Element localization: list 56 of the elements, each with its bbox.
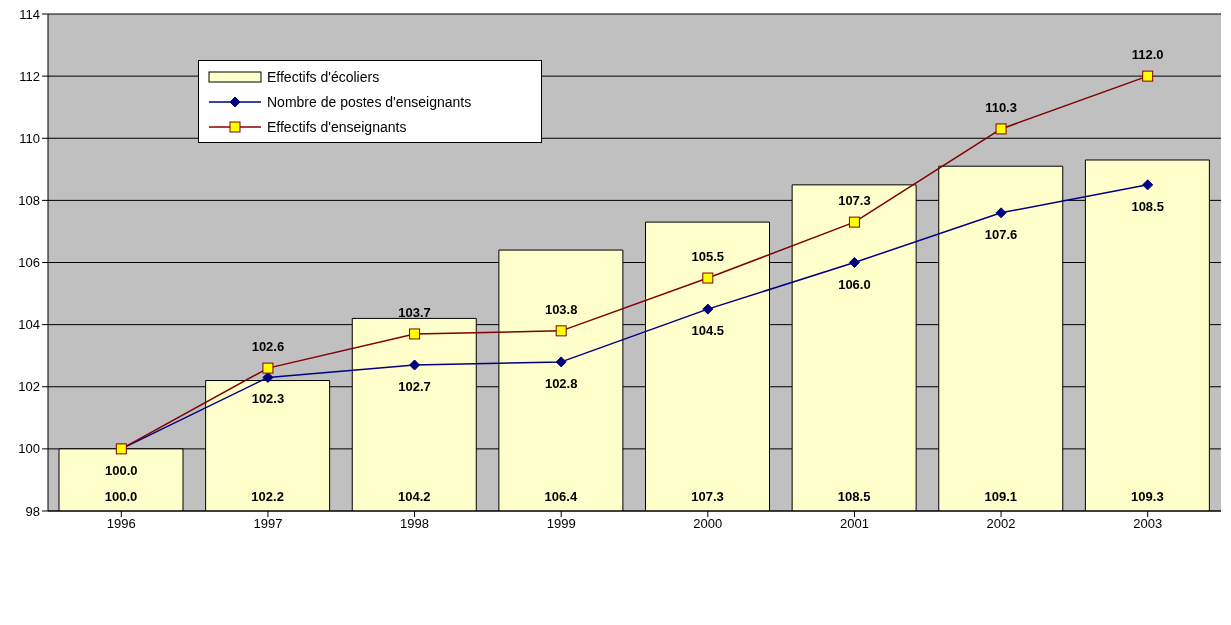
data-label: 102.2	[251, 489, 284, 504]
data-label: 104.2	[397, 489, 431, 504]
legend-label: Nombre de postes d'enseignants	[267, 93, 472, 110]
point	[1142, 179, 1154, 191]
point	[848, 257, 860, 268]
y-tick-label: 106	[18, 255, 40, 271]
data-label: 102.7	[398, 379, 431, 395]
data-label: 108.5	[837, 489, 871, 504]
y-tick-label: 110	[19, 130, 40, 146]
data-label: 102.8	[544, 375, 578, 391]
data-label: 109.1	[984, 489, 1018, 504]
legend-label: Effectifs d'enseignants	[267, 118, 407, 135]
point	[995, 207, 1007, 219]
x-tick-label: 1998	[400, 516, 430, 532]
data-label: 103.7	[398, 304, 431, 320]
data-label: 106.0	[838, 276, 871, 292]
data-label: 103.8	[544, 301, 578, 317]
data-label: 107.3	[838, 193, 871, 209]
x-tick-label: 2001	[839, 516, 869, 532]
point	[409, 359, 421, 371]
data-label: 109.3	[1131, 489, 1164, 504]
data-label: 107.3	[691, 489, 724, 504]
y-tick-label: 112	[19, 68, 40, 84]
point	[702, 272, 714, 284]
data-label: 107.6	[984, 226, 1018, 242]
data-label: 110.3	[985, 99, 1017, 115]
point	[409, 328, 421, 340]
point	[702, 303, 714, 315]
x-tick-label: 1999	[546, 516, 576, 532]
y-tick-label: 108	[18, 192, 40, 208]
x-tick-label: 2002	[986, 516, 1016, 532]
data-label: 104.5	[691, 323, 725, 339]
y-tick-label: 104	[18, 317, 40, 333]
y-tick-label: 98	[25, 503, 40, 519]
point	[848, 216, 860, 228]
point	[1142, 70, 1154, 82]
x-tick-label: 2000	[693, 516, 723, 532]
data-label: 112.0	[1131, 47, 1164, 63]
legend-label: Effectifs d'écoliers	[267, 68, 380, 85]
data-label: 102.3	[251, 391, 285, 407]
data-label: 100.0	[105, 462, 138, 478]
y-tick-label: 102	[18, 379, 40, 395]
point	[555, 325, 567, 337]
data-label: 102.6	[251, 339, 285, 355]
data-label: 108.5	[1131, 198, 1164, 214]
point	[555, 356, 567, 368]
x-tick-label: 2003	[1133, 516, 1163, 532]
data-label: 106.4	[544, 489, 578, 504]
y-tick-label: 100	[18, 441, 40, 457]
x-tick-label: 1996	[106, 516, 136, 532]
point	[995, 123, 1007, 135]
data-label: 100.0	[104, 489, 138, 504]
x-tick-label: 1997	[253, 516, 283, 532]
point	[262, 362, 274, 374]
data-label: 105.5	[691, 249, 725, 265]
y-tick-label: 114	[19, 6, 40, 22]
